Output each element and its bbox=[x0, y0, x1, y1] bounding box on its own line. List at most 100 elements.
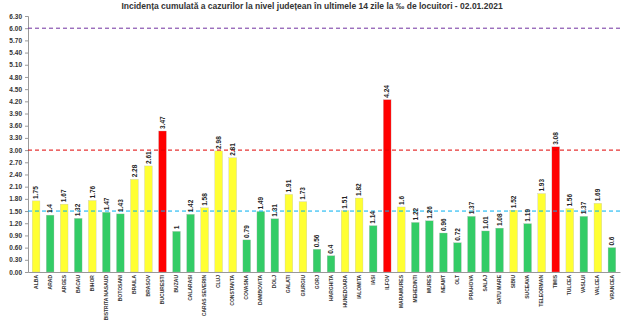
bar bbox=[552, 147, 560, 272]
bar bbox=[524, 224, 532, 272]
bar bbox=[397, 207, 405, 272]
y-tick: 1.50 bbox=[9, 208, 28, 215]
data-label: 0.72 bbox=[454, 228, 461, 241]
x-tick-label: COVASNA bbox=[243, 275, 249, 300]
y-tick-label: 3.60 bbox=[9, 122, 22, 129]
x-tick: IALOMITA bbox=[356, 272, 362, 299]
x-tick-label: MEHEDINTI bbox=[412, 274, 418, 302]
x-tick-label: OLT bbox=[454, 275, 460, 285]
x-tick-label: VASLUI bbox=[580, 274, 586, 293]
x-tick-label: VRANCEA bbox=[609, 275, 615, 300]
data-label: 1.82 bbox=[355, 183, 362, 196]
data-label: 1 bbox=[173, 225, 180, 229]
y-tick-label: 3.00 bbox=[9, 147, 22, 154]
data-label: 4.24 bbox=[383, 85, 390, 98]
x-tick: COVASNA bbox=[243, 272, 249, 300]
data-label: 1.52 bbox=[510, 195, 517, 208]
data-label: 2.81 bbox=[229, 143, 236, 156]
x-tick: SALAJ bbox=[482, 272, 488, 291]
bar bbox=[468, 216, 476, 272]
x-tick-label: BOTOSANI bbox=[117, 274, 123, 301]
data-label: 1.76 bbox=[89, 185, 96, 198]
y-tick: 5.10 bbox=[9, 61, 28, 68]
x-axis: ALBAARADARGESBACAUBIHORBISTRITA NASAUDBO… bbox=[29, 272, 621, 320]
x-tick: HARGHITA bbox=[328, 272, 334, 301]
data-label: 3.47 bbox=[159, 116, 166, 129]
bar bbox=[313, 249, 321, 272]
x-tick: ARGES bbox=[61, 272, 67, 293]
y-tick-mark bbox=[25, 16, 28, 17]
data-label: 1.32 bbox=[74, 203, 81, 216]
y-tick: 3.30 bbox=[9, 134, 28, 141]
x-tick-label: IALOMITA bbox=[356, 275, 362, 299]
y-tick: 3.00 bbox=[9, 147, 28, 154]
x-tick: TULCEA bbox=[566, 272, 572, 295]
x-tick: CONSTANTA bbox=[229, 272, 235, 306]
data-label: 1.4 bbox=[46, 204, 53, 213]
y-tick: 4.80 bbox=[9, 74, 28, 81]
x-tick: MEHEDINTI bbox=[412, 272, 418, 303]
data-label: 1.01 bbox=[482, 216, 489, 229]
y-tick: 2.70 bbox=[9, 159, 28, 166]
data-label: 1.26 bbox=[426, 206, 433, 219]
x-tick-label: BRAILA bbox=[131, 275, 137, 294]
y-tick-label: 1.80 bbox=[9, 195, 22, 202]
x-tick-label: SATU MARE bbox=[496, 274, 502, 304]
x-tick: MURES bbox=[426, 272, 432, 293]
y-tick: 1.80 bbox=[9, 195, 28, 202]
y-tick-label: 2.10 bbox=[9, 183, 22, 190]
x-tick-label: HARGHITA bbox=[328, 275, 334, 301]
x-tick: CARAS SEVERIN bbox=[201, 272, 207, 316]
data-labels: 1.751.41.671.321.761.471.432.282.613.471… bbox=[32, 85, 615, 254]
bar bbox=[229, 158, 237, 272]
x-tick: PRAHOVA bbox=[468, 272, 474, 300]
x-tick: ARAD bbox=[47, 272, 53, 289]
y-tick-mark bbox=[25, 101, 28, 102]
y-axis: 0.000.300.600.901.201.501.802.102.402.70… bbox=[9, 13, 28, 276]
x-tick: VRANCEA bbox=[609, 272, 615, 300]
x-tick-label: GORJ bbox=[314, 275, 320, 289]
x-tick: MARAMURES bbox=[398, 272, 404, 308]
x-tick: BUZAU bbox=[173, 272, 179, 293]
x-tick-label: DOLJ bbox=[271, 275, 277, 289]
data-label: 0.79 bbox=[243, 225, 250, 238]
x-tick-label: CONSTANTA bbox=[229, 275, 235, 306]
data-label: 1.47 bbox=[103, 197, 110, 210]
x-tick: TELEORMAN bbox=[538, 272, 544, 307]
y-axis-line bbox=[25, 17, 29, 273]
x-tick-label: IASI bbox=[370, 274, 376, 284]
bar bbox=[187, 214, 195, 272]
data-label: 0.96 bbox=[440, 218, 447, 231]
data-label: 1.49 bbox=[257, 196, 264, 209]
x-tick-label: SIBIU bbox=[510, 275, 516, 289]
bar bbox=[102, 212, 110, 272]
y-tick-mark bbox=[25, 174, 28, 175]
threshold-line bbox=[28, 150, 620, 151]
x-tick: VASLUI bbox=[580, 272, 586, 293]
x-tick-label: GALATI bbox=[285, 274, 291, 293]
plot: 0.000.300.600.901.201.501.802.102.402.70… bbox=[9, 13, 620, 321]
y-tick-mark bbox=[25, 126, 28, 127]
x-tick: SATU MARE bbox=[496, 272, 502, 304]
x-tick: DAMBOVITA bbox=[257, 272, 263, 305]
bar bbox=[285, 194, 293, 272]
data-label: 0.56 bbox=[313, 234, 320, 247]
x-tick: SUCEAVA bbox=[524, 272, 530, 299]
y-tick-label: 2.40 bbox=[9, 171, 22, 178]
y-tick-label: 0.90 bbox=[9, 232, 22, 239]
bar bbox=[173, 231, 181, 272]
y-tick-label: 6.00 bbox=[9, 25, 22, 32]
x-tick: BRASOV bbox=[145, 272, 151, 296]
data-label: 1.75 bbox=[32, 186, 39, 199]
marks bbox=[28, 28, 620, 272]
y-tick: 5.40 bbox=[9, 49, 28, 56]
x-tick: VALCEA bbox=[594, 272, 600, 295]
x-tick-label: SALAJ bbox=[482, 275, 488, 292]
y-tick-mark bbox=[25, 138, 28, 139]
y-tick-label: 4.20 bbox=[9, 98, 22, 105]
y-tick-mark bbox=[25, 162, 28, 163]
bar bbox=[327, 256, 335, 272]
bar bbox=[243, 240, 251, 272]
data-label: 2.61 bbox=[145, 151, 152, 164]
x-tick-label: BISTRITA NASAUD bbox=[103, 275, 109, 321]
